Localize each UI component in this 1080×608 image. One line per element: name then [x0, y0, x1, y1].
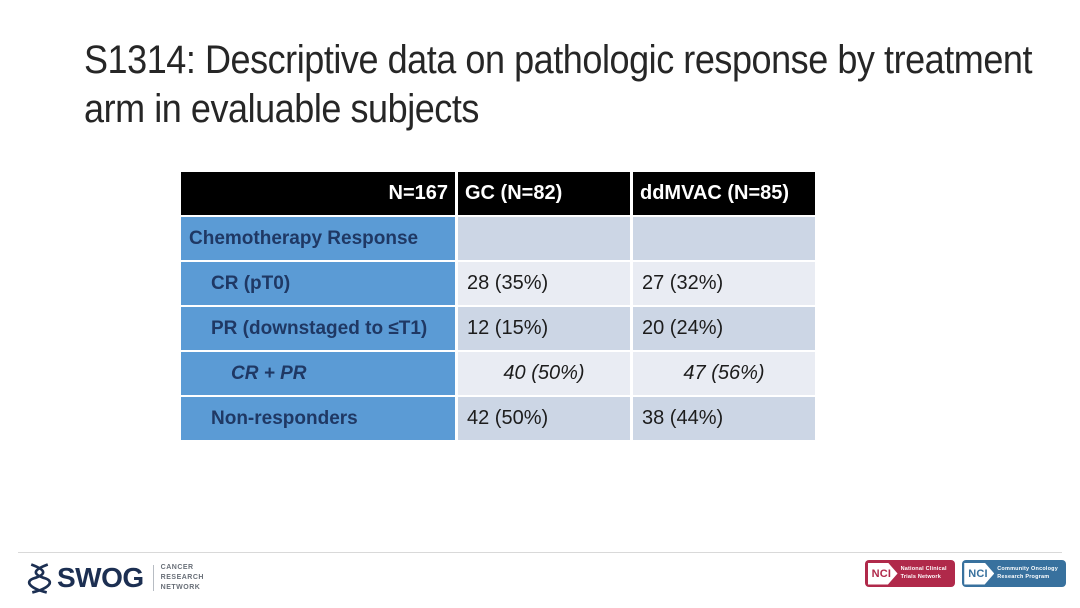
nci-abbr: NCI [871, 567, 892, 580]
dna-helix-icon [27, 562, 52, 594]
cell-ddmvac-pr-downstaged: 20 (24%) [633, 307, 815, 350]
swog-logo: SWOG CANCER RESEARCH NETWORK [26, 560, 204, 596]
swog-tagline-line: CANCER [160, 564, 194, 572]
nci-nctn-badge: NCI National Clinical Trials Network [865, 560, 955, 587]
swog-divider [152, 565, 154, 591]
cell-gc-cr-pt0: 28 (35%) [458, 262, 630, 305]
table-header-gc-arm: GC (N=82) [458, 172, 630, 215]
swog-tagline-line: RESEARCH [160, 574, 204, 582]
cell-ddmvac-chemotherapy-response [633, 217, 815, 260]
cell-ddmvac-cr-pt0: 27 (32%) [633, 262, 815, 305]
cell-gc-chemotherapy-response [458, 217, 630, 260]
table-header-total-n: N=167 [181, 172, 455, 215]
ncorp-label-line1: Community Oncology [997, 566, 1058, 573]
swog-tagline-line: NETWORK [160, 583, 201, 591]
slide-title: S1314: Descriptive data on pathologic re… [84, 38, 1033, 131]
cell-gc-pr-downstaged: 12 (15%) [458, 307, 630, 350]
row-label-chemotherapy-response: Chemotherapy Response [181, 217, 455, 260]
footer-divider [18, 552, 1062, 553]
table-header-ddmvac-arm: ddMVAC (N=85) [633, 172, 815, 215]
pathologic-response-table: N=167 GC (N=82) ddMVAC (N=85) Chemothera… [181, 172, 815, 440]
cell-ddmvac-non-responders: 38 (44%) [633, 397, 815, 440]
swog-tagline: CANCER RESEARCH NETWORK [161, 563, 204, 592]
row-label-pr-downstaged: PR (downstaged to ≤T1) [181, 307, 455, 350]
nci-logos: NCI National Clinical Trials Network NCI… [865, 560, 1066, 587]
ncorp-label: Community Oncology Research Program [994, 566, 1066, 581]
nci-logo-mark: NCI [964, 562, 995, 585]
nci-logo-mark: NCI [867, 562, 898, 585]
ncorp-label-line2: Research Program [997, 573, 1050, 580]
nctn-label-line1: National Clinical [900, 566, 947, 573]
cell-ddmvac-cr-plus-pr: 47 (56%) [633, 352, 815, 395]
nctn-label-line2: Trials Network [900, 573, 941, 580]
swog-wordmark: SWOG [57, 562, 144, 593]
nctn-label: National Clinical Trials Network [898, 566, 955, 581]
cell-gc-non-responders: 42 (50%) [458, 397, 630, 440]
row-label-non-responders: Non-responders [181, 397, 455, 440]
nci-ncorp-badge: NCI Community Oncology Research Program [961, 560, 1066, 587]
cell-gc-cr-plus-pr: 40 (50%) [458, 352, 630, 395]
row-label-cr-pt0: CR (pT0) [181, 262, 455, 305]
nci-abbr: NCI [968, 567, 988, 580]
row-label-cr-plus-pr: CR + PR [181, 352, 455, 395]
